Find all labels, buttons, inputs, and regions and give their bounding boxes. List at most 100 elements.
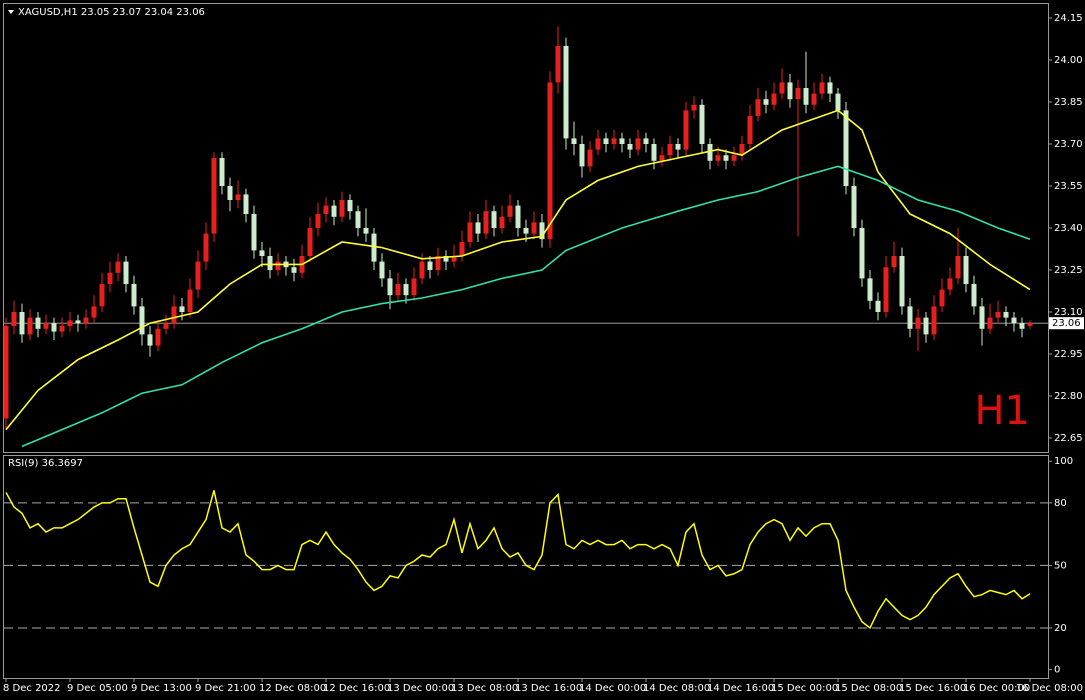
candle-body (811, 93, 817, 105)
candle-body (827, 82, 833, 94)
x-tick-label: 16 Dec 00:00 (963, 683, 1030, 694)
candle-body (75, 320, 81, 324)
candle-body (803, 88, 809, 105)
candle-body (891, 256, 897, 268)
rsi-tick-label: 100 (1054, 456, 1073, 467)
rsi-tick-label: 50 (1054, 560, 1067, 571)
x-tick-label: 13 Dec 16:00 (515, 683, 582, 694)
y-tick-label: 23.55 (1054, 181, 1083, 192)
x-tick-label: 15 Dec 08:00 (835, 683, 902, 694)
candle-body (731, 155, 737, 161)
candle-body (395, 284, 401, 296)
candle-body (147, 334, 153, 346)
candle-body (723, 155, 729, 161)
candle-body (947, 278, 953, 290)
candle-body (1019, 323, 1025, 329)
chart-header: XAGUSD,H1 23.05 23.07 23.04 23.06 (18, 7, 205, 18)
candle-body (107, 272, 113, 284)
candle-body (139, 306, 145, 335)
rsi-panel (3, 455, 1049, 679)
candle-body (699, 104, 705, 144)
x-tick-label: 13 Dec 08:00 (451, 683, 518, 694)
candle-body (875, 300, 881, 312)
x-tick-label: 14 Dec 08:00 (643, 683, 710, 694)
candle-body (371, 233, 377, 262)
x-tick-label: 12 Dec 16:00 (323, 683, 390, 694)
candle-body (451, 256, 457, 262)
candle-body (1027, 323, 1033, 326)
candle-body (995, 312, 1001, 318)
candle-body (795, 88, 801, 100)
candle-body (539, 222, 545, 240)
candle-body (691, 104, 697, 111)
candle-body (1011, 317, 1017, 324)
x-tick-label: 14 Dec 00:00 (579, 683, 646, 694)
candle-body (579, 144, 585, 167)
candle-body (931, 306, 937, 335)
candle-body (11, 312, 17, 326)
candle-body (219, 158, 225, 186)
candle-body (523, 228, 529, 234)
candle-body (51, 323, 57, 332)
candle-body (331, 205, 337, 217)
candle-body (27, 317, 33, 335)
y-tick-label: 22.95 (1054, 349, 1083, 360)
candle-body (779, 82, 785, 94)
moving-average (21, 165, 1031, 448)
candle-body (99, 284, 105, 307)
x-tick-label: 8 Dec 2022 (3, 683, 61, 694)
candle-body (619, 138, 625, 144)
candle-body (227, 186, 233, 200)
x-tick-label: 14 Dec 16:00 (707, 683, 774, 694)
x-tick-label: 12 Dec 08:00 (259, 683, 326, 694)
candle-body (43, 323, 49, 329)
candle-body (419, 261, 425, 279)
candle-body (915, 317, 921, 329)
candle-body (587, 149, 593, 167)
candle-body (667, 144, 673, 156)
candle-body (851, 186, 857, 228)
candle-body (171, 306, 177, 324)
y-tick-label: 23.70 (1054, 139, 1083, 150)
candle-body (531, 222, 537, 234)
y-tick-label: 23.10 (1054, 307, 1083, 318)
candle-body (83, 317, 89, 324)
y-tick-label: 23.85 (1054, 97, 1083, 108)
y-tick-label: 24.15 (1054, 13, 1083, 24)
candle-body (339, 200, 345, 217)
candle-body (627, 144, 633, 150)
x-tick-label: 9 Dec 05:00 (67, 683, 128, 694)
candle-body (899, 256, 905, 307)
x-tick-label: 13 Dec 00:00 (387, 683, 454, 694)
candle-body (883, 267, 889, 312)
rsi-tick-label: 20 (1054, 623, 1067, 634)
candle-body (683, 110, 689, 150)
candle-body (515, 205, 521, 228)
candle-body (211, 158, 217, 234)
candle-body (251, 214, 257, 251)
rsi-tick-label: 80 (1054, 498, 1067, 509)
candle-body (611, 138, 617, 144)
candle-body (59, 326, 65, 332)
candle-body (355, 211, 361, 228)
candle-body (547, 82, 553, 240)
candle-body (435, 256, 441, 270)
candle-body (379, 261, 385, 279)
bid-label: 23.06 (1052, 318, 1081, 329)
x-tick-label: 15 Dec 00:00 (771, 683, 838, 694)
candle-body (387, 278, 393, 296)
candle-body (3, 326, 9, 419)
menu-arrow[interactable] (8, 10, 14, 14)
candle-body (843, 110, 849, 186)
candle-body (923, 317, 929, 335)
candle-body (787, 82, 793, 100)
candle-body (819, 82, 825, 94)
timeframe-badge: H1 (974, 388, 1030, 434)
x-tick-label: 16 Dec 08:00 (1016, 683, 1083, 694)
candle-body (571, 138, 577, 144)
candle-body (603, 138, 609, 144)
candle-body (467, 222, 473, 242)
moving-average (5, 109, 1031, 431)
candle-body (987, 317, 993, 329)
candle-body (739, 144, 745, 156)
